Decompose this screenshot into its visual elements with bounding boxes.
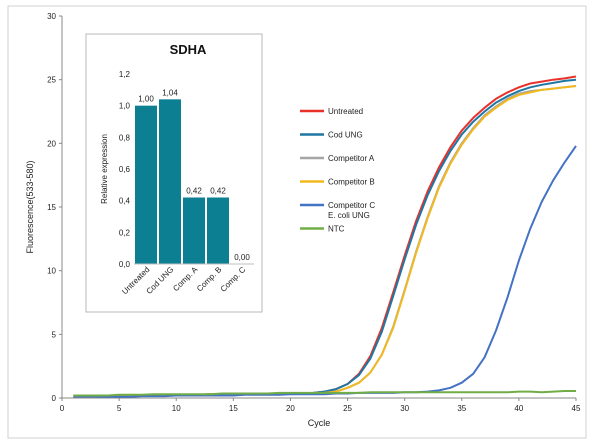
y-tick-label: 25 — [47, 76, 56, 85]
x-tick-label: 15 — [229, 404, 238, 413]
x-tick-label: 0 — [60, 404, 65, 413]
x-axis-title: Cycle — [308, 418, 331, 428]
inset-y-tick-label: 0,2 — [119, 228, 131, 237]
x-tick-label: 25 — [343, 404, 352, 413]
x-tick-label: 20 — [286, 404, 295, 413]
legend-label-untreated: Untreated — [328, 107, 363, 116]
x-tick-label: 5 — [117, 404, 122, 413]
series-line-competitor-c-e-coli-ung — [73, 145, 577, 398]
inset-y-tick-label: 0,6 — [119, 165, 131, 174]
legend-label-competitor-a: Competitor A — [328, 154, 375, 163]
inset-y-tick-label: 1,0 — [119, 102, 131, 111]
inset-y-tick-label: 0,8 — [119, 133, 131, 142]
inset-y-tick-label: 1,2 — [119, 70, 131, 79]
legend-label-competitor-b: Competitor B — [328, 178, 375, 187]
inset-y-axis-title: Relative expression — [100, 134, 109, 204]
x-tick-label: 45 — [572, 404, 581, 413]
x-tick-label: 35 — [457, 404, 466, 413]
bar-untreated — [135, 105, 157, 265]
y-axis-title: Fluorescence(533-580) — [25, 160, 35, 253]
bar-data-label: 0,42 — [186, 187, 202, 196]
inset-y-tick-label: 0,0 — [119, 260, 131, 269]
y-tick-label: 0 — [52, 394, 57, 403]
bar-data-label: 1,00 — [138, 95, 154, 104]
bar-comp-a — [183, 197, 205, 264]
inset-chart-title: SDHA — [170, 42, 207, 57]
y-tick-label: 15 — [47, 203, 56, 212]
y-tick-label: 20 — [47, 139, 56, 148]
x-tick-label: 10 — [172, 404, 181, 413]
legend-label-competitor-c-e-coli-ung: Competitor C E. coli UNG — [328, 201, 375, 220]
y-tick-label: 10 — [47, 267, 56, 276]
bar-data-label: 0,42 — [210, 187, 226, 196]
inset-y-tick-label: 0,4 — [119, 197, 131, 206]
y-tick-label: 30 — [47, 12, 56, 21]
x-tick-label: 40 — [514, 404, 523, 413]
y-tick-label: 5 — [52, 330, 57, 339]
bar-cod-ung — [159, 99, 181, 264]
series-line-ntc — [73, 390, 576, 397]
legend-label-ntc: NTC — [328, 225, 345, 234]
bar-data-label: 0,00 — [234, 253, 250, 262]
legend-label-cod-ung: Cod UNG — [328, 131, 363, 140]
x-tick-label: 30 — [400, 404, 409, 413]
chart-border — [7, 5, 587, 439]
bar-data-label: 1,04 — [162, 88, 178, 97]
bar-comp-b — [207, 197, 229, 264]
